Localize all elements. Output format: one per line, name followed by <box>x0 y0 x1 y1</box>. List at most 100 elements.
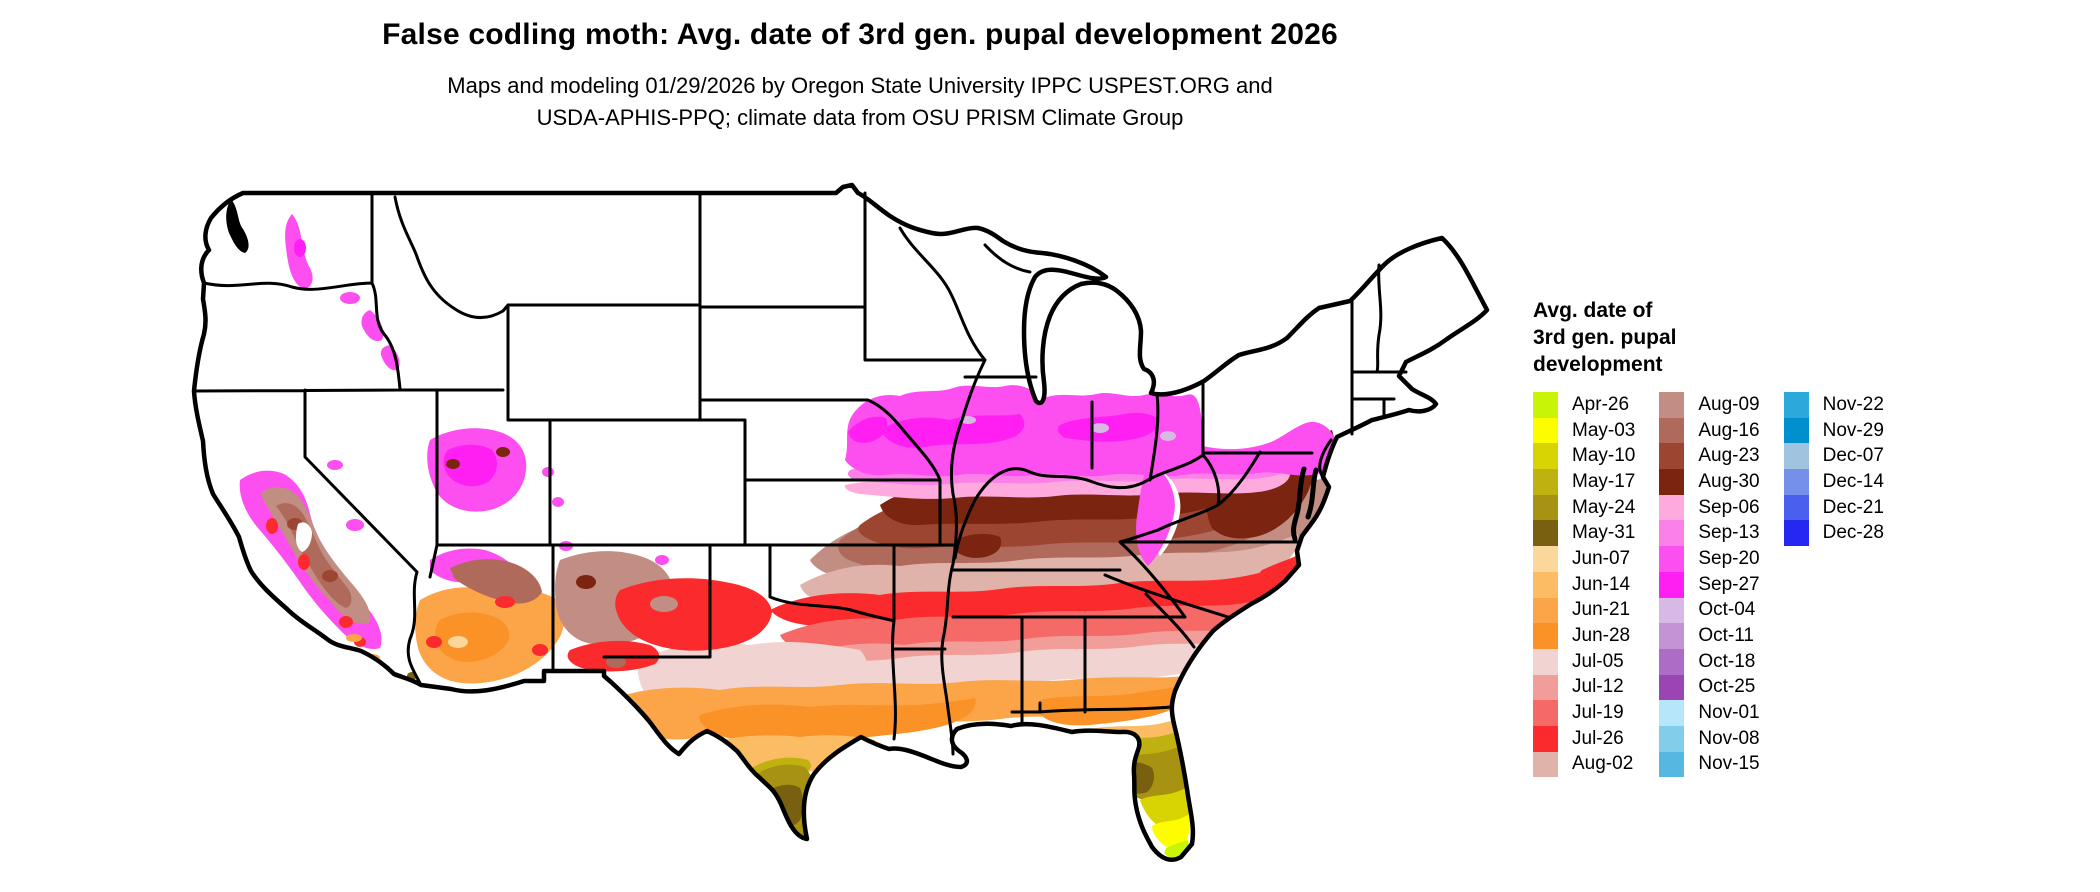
legend-swatch <box>1659 571 1685 598</box>
region-aug23-california-2 <box>322 570 338 582</box>
region-aug09-west-texas <box>650 596 678 612</box>
legend-label: Dec-14 <box>1822 470 1884 492</box>
legend-label: Jul-05 <box>1572 650 1624 672</box>
legend-entry: Jun-28 <box>1533 623 1635 649</box>
legend-label: Dec-28 <box>1822 522 1884 544</box>
legend-swatch <box>1659 700 1685 726</box>
legend-title-line-3: development <box>1533 353 1663 376</box>
legend-swatch <box>1533 417 1558 444</box>
legend-swatch <box>1783 494 1809 521</box>
region-oct04-speck-1 <box>1091 423 1109 433</box>
legend-swatch <box>1533 597 1558 624</box>
legend-swatch <box>1659 725 1685 752</box>
region-sep27-blob-west <box>880 414 1025 448</box>
legend-swatch <box>1659 751 1685 778</box>
region-jul26-california-3 <box>339 616 353 628</box>
legend-label: Aug-16 <box>1698 419 1760 441</box>
region-jun28-arizona <box>435 612 510 662</box>
legend-entry: Sep-20 <box>1659 546 1760 572</box>
region-jul26-arizona-2 <box>495 596 515 608</box>
region-jul26-west-texas <box>615 578 772 651</box>
legend-entry: Dec-28 <box>1783 520 1884 547</box>
region-white-sierra-crest <box>295 522 312 552</box>
legend-swatch <box>1659 546 1685 572</box>
region-sep20-nevada-2 <box>346 519 364 531</box>
legend-swatch <box>1533 469 1558 495</box>
page-header: False codling moth: Avg. date of 3rd gen… <box>250 0 1470 134</box>
legend-title-line-1: Avg. date of <box>1533 299 1653 322</box>
region-nov08-channel-island-2 <box>308 669 316 675</box>
legend-entry: Nov-08 <box>1659 725 1760 752</box>
region-jun28-florida <box>1038 684 1191 726</box>
region-may10-florida <box>1140 786 1191 830</box>
region-may03-florida <box>1152 814 1191 849</box>
region-sep20-nevada-1 <box>327 460 343 470</box>
legend-label: May-24 <box>1572 496 1636 518</box>
legend-label: Jun-14 <box>1572 573 1631 595</box>
us-outline <box>191 182 1490 862</box>
page-title: False codling moth: Avg. date of 3rd gen… <box>382 18 1338 51</box>
legend-entry: Nov-01 <box>1659 700 1760 726</box>
region-sep27-blob-east <box>1057 412 1160 442</box>
legend-label: Aug-23 <box>1698 445 1760 467</box>
region-aug30-newmexico-1 <box>576 575 596 589</box>
legend-swatch <box>1533 725 1558 752</box>
region-sep20-colorado-2 <box>552 497 564 507</box>
chesapeake-bay-water <box>1291 466 1319 542</box>
legend-label: Jul-19 <box>1572 702 1624 724</box>
region-aug16-mogollon <box>450 559 542 604</box>
legend-swatch <box>1659 648 1685 675</box>
legend-entry: Oct-25 <box>1659 674 1759 701</box>
legend-swatch <box>1533 494 1558 521</box>
legend-label: Nov-01 <box>1698 702 1760 724</box>
legend-swatch <box>1659 443 1685 470</box>
subtitle-line-2: USDA-APHIS-PPQ; climate data from OSU PR… <box>536 105 1184 130</box>
legend-swatch <box>1659 494 1685 521</box>
legend-label: Oct-04 <box>1698 599 1756 621</box>
legend-entry: Oct-04 <box>1659 597 1759 624</box>
region-jul26-california-2 <box>298 554 310 570</box>
legend-swatch <box>1533 674 1558 701</box>
region-jul26-california-1 <box>266 518 278 534</box>
state-borders <box>192 191 1408 756</box>
legend-swatch <box>1783 417 1809 444</box>
legend-entry: Aug-02 <box>1533 751 1635 778</box>
legend-entry: May-31 <box>1533 520 1635 547</box>
legend-label: Sep-13 <box>1698 522 1760 544</box>
legend-label: Jun-28 <box>1572 625 1631 647</box>
legend-label: Dec-07 <box>1822 445 1884 467</box>
legend-columns: Apr-26 May-03 May-10 May-17 May-24 May-31 Jun-… <box>1533 392 2013 778</box>
legend-entry: Aug-30 <box>1659 469 1760 495</box>
legend-column-2: Aug-09 Aug-16 Aug-23 Aug-30 Sep-06 Sep-13 Sep-… <box>1659 392 1760 778</box>
region-sep27-blob-nebraska <box>848 416 888 443</box>
page-subtitle: Maps and modeling 01/29/2026 by Oregon S… <box>250 70 1470 134</box>
legend-swatch <box>1533 571 1558 598</box>
legend-entry: Dec-07 <box>1783 443 1884 470</box>
region-apr26-keys-5 <box>1121 875 1127 879</box>
legend-title: Avg. date of 3rd gen. pupal development <box>1533 297 2013 378</box>
region-oct04-speck-2 <box>1160 431 1176 441</box>
legend-label: Oct-25 <box>1698 676 1756 698</box>
legend-label: Oct-11 <box>1698 625 1754 647</box>
region-sep20-idaho-1 <box>361 310 384 342</box>
region-sep20-newmexico-2 <box>655 555 669 565</box>
legend-swatch <box>1533 623 1558 649</box>
region-aug30-ozark <box>953 533 1002 558</box>
legend-entry: Aug-09 <box>1659 392 1760 418</box>
legend-label: Jun-21 <box>1572 599 1631 621</box>
legend-entry: Jul-19 <box>1533 700 1635 726</box>
legend-label: Sep-20 <box>1698 547 1760 569</box>
legend-label: May-03 <box>1572 419 1636 441</box>
legend-entry: Jun-07 <box>1533 546 1635 572</box>
region-aug30-utah-1 <box>446 459 460 469</box>
legend-entry: Dec-21 <box>1783 494 1884 521</box>
region-jun07-arizona <box>448 636 468 648</box>
legend-label: Nov-22 <box>1822 393 1884 415</box>
region-jul26-arizona-1 <box>426 636 442 648</box>
legend-label: Nov-15 <box>1698 753 1760 775</box>
legend-entry: Sep-06 <box>1659 494 1760 521</box>
legend-swatch <box>1659 469 1685 495</box>
legend-label: Aug-02 <box>1572 753 1634 775</box>
legend-entry: Nov-29 <box>1783 417 1884 444</box>
